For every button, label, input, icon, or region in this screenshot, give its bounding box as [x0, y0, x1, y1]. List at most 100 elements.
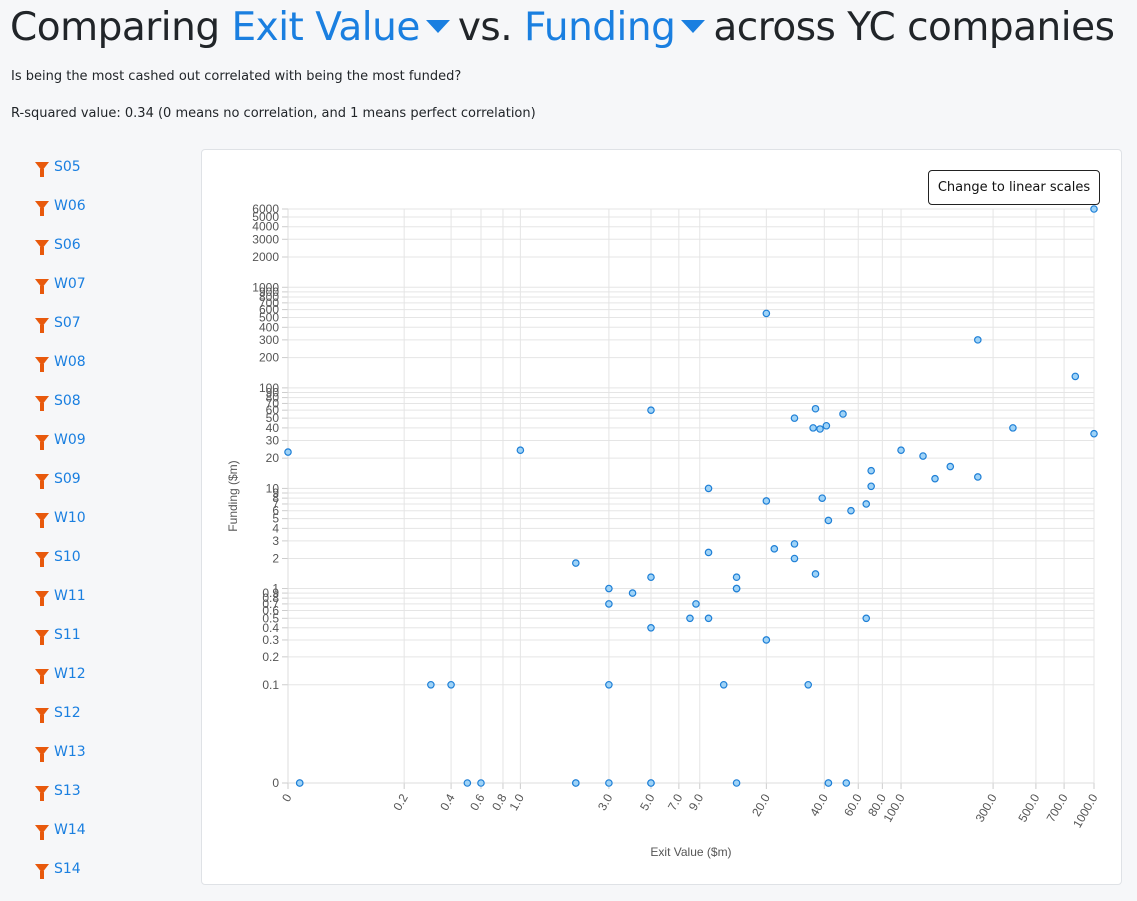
y-tick-label: 1	[272, 582, 279, 596]
data-point[interactable]	[572, 779, 580, 787]
data-point[interactable]	[762, 497, 771, 505]
batch-filter-s13[interactable]: S13	[35, 780, 86, 819]
batch-filter-w12[interactable]: W12	[35, 663, 86, 702]
data-point[interactable]	[647, 573, 655, 581]
y-tick-label: 8	[272, 491, 279, 505]
batch-filter-s06[interactable]: S06	[35, 234, 86, 273]
filter-icon	[35, 552, 49, 567]
batch-filter-w14[interactable]: W14	[35, 819, 86, 858]
data-point[interactable]	[704, 614, 713, 623]
batch-label: W12	[54, 666, 86, 682]
batch-filter-s05[interactable]: S05	[35, 156, 86, 195]
data-point[interactable]	[762, 636, 771, 644]
data-point[interactable]	[295, 779, 304, 787]
y-tick-label: 2	[272, 552, 279, 566]
batch-filter-s12[interactable]: S12	[35, 702, 86, 741]
data-point[interactable]	[605, 600, 613, 608]
batch-filter-s10[interactable]: S10	[35, 546, 86, 585]
data-point[interactable]	[931, 474, 939, 483]
data-point[interactable]	[647, 406, 655, 414]
y-tick-label: 100	[259, 381, 279, 395]
data-point[interactable]	[824, 516, 833, 525]
data-point[interactable]	[897, 446, 905, 454]
data-point[interactable]	[1009, 424, 1017, 432]
data-point[interactable]	[946, 462, 955, 471]
data-point[interactable]	[516, 446, 525, 454]
data-point[interactable]	[867, 466, 875, 475]
batch-filter-w09[interactable]: W09	[35, 429, 86, 468]
data-point[interactable]	[732, 584, 741, 593]
data-point[interactable]	[867, 482, 875, 491]
data-point[interactable]	[809, 424, 817, 432]
batch-filter-w11[interactable]: W11	[35, 585, 86, 624]
data-point[interactable]	[919, 452, 927, 460]
batch-filter-s09[interactable]: S09	[35, 468, 86, 507]
data-point[interactable]	[770, 545, 779, 553]
data-point[interactable]	[1090, 429, 1098, 438]
data-point[interactable]	[647, 624, 655, 632]
data-point[interactable]	[839, 410, 847, 418]
x-tick-label: 40.0	[807, 791, 831, 819]
data-point[interactable]	[686, 614, 694, 623]
data-point[interactable]	[1090, 205, 1098, 213]
data-point[interactable]	[692, 600, 700, 608]
data-point[interactable]	[732, 573, 741, 581]
data-point[interactable]	[447, 680, 455, 689]
data-point[interactable]	[704, 484, 713, 493]
batch-filter-w10[interactable]: W10	[35, 507, 86, 546]
y-tick-label: 0.2	[262, 650, 279, 664]
data-point[interactable]	[818, 494, 826, 502]
data-point[interactable]	[974, 336, 982, 344]
batch-label: S06	[54, 237, 81, 253]
chart-card: 0 0.1 0.2 0.3 0.4 0.5 0.6 0.7 0.8 0.9 1 2 3 4 5 6 7 8 9 10 2…	[201, 149, 1122, 885]
x-metric-selector[interactable]: Exit Value	[231, 5, 421, 50]
batch-filter-w08[interactable]: W08	[35, 351, 86, 390]
data-point[interactable]	[842, 779, 851, 787]
data-point[interactable]	[811, 404, 820, 413]
change-scale-button[interactable]: Change to linear scales	[928, 170, 1100, 205]
data-point[interactable]	[824, 779, 833, 787]
title-prefix: Comparing	[10, 5, 220, 50]
x-metric-dropdown-icon[interactable]	[425, 20, 450, 33]
data-point[interactable]	[790, 540, 799, 548]
data-point[interactable]	[804, 680, 813, 689]
data-point[interactable]	[477, 779, 485, 787]
y-tick-label: 900	[259, 285, 279, 299]
data-point[interactable]	[605, 680, 613, 689]
data-point[interactable]	[822, 421, 831, 430]
batch-filter-w06[interactable]: W06	[35, 195, 86, 234]
data-point[interactable]	[816, 425, 824, 433]
batch-filter-s07[interactable]: S07	[35, 312, 86, 351]
data-point[interactable]	[762, 309, 771, 318]
batch-filter-s11[interactable]: S11	[35, 624, 86, 663]
batch-filter-w07[interactable]: W07	[35, 273, 86, 312]
data-point[interactable]	[862, 500, 871, 508]
data-point[interactable]	[284, 448, 292, 456]
batch-filter-s08[interactable]: S08	[35, 390, 86, 429]
data-point[interactable]	[463, 779, 472, 787]
data-point[interactable]	[628, 589, 637, 597]
data-point[interactable]	[790, 414, 799, 422]
data-point[interactable]	[732, 779, 741, 787]
data-point[interactable]	[647, 779, 655, 787]
data-point[interactable]	[572, 559, 580, 567]
data-point[interactable]	[427, 680, 435, 689]
data-point[interactable]	[811, 570, 820, 578]
batch-filter-s14[interactable]: S14	[35, 858, 86, 897]
data-point[interactable]	[1071, 372, 1080, 381]
batch-filter-w13[interactable]: W13	[35, 741, 86, 780]
data-point[interactable]	[974, 473, 982, 481]
filter-icon	[35, 240, 49, 255]
data-point[interactable]	[704, 548, 713, 557]
data-point[interactable]	[790, 554, 799, 563]
data-point[interactable]	[605, 584, 613, 593]
data-point[interactable]	[847, 506, 855, 515]
data-point[interactable]	[862, 614, 871, 623]
data-point[interactable]	[605, 779, 613, 787]
x-tick-label: 0.2	[390, 791, 411, 813]
y-tick-label: 0.9	[262, 586, 279, 600]
data-point[interactable]	[719, 680, 728, 689]
y-metric-selector[interactable]: Funding	[524, 5, 676, 50]
x-tick-label: 5.0	[637, 791, 658, 813]
y-metric-dropdown-icon[interactable]	[681, 20, 706, 33]
